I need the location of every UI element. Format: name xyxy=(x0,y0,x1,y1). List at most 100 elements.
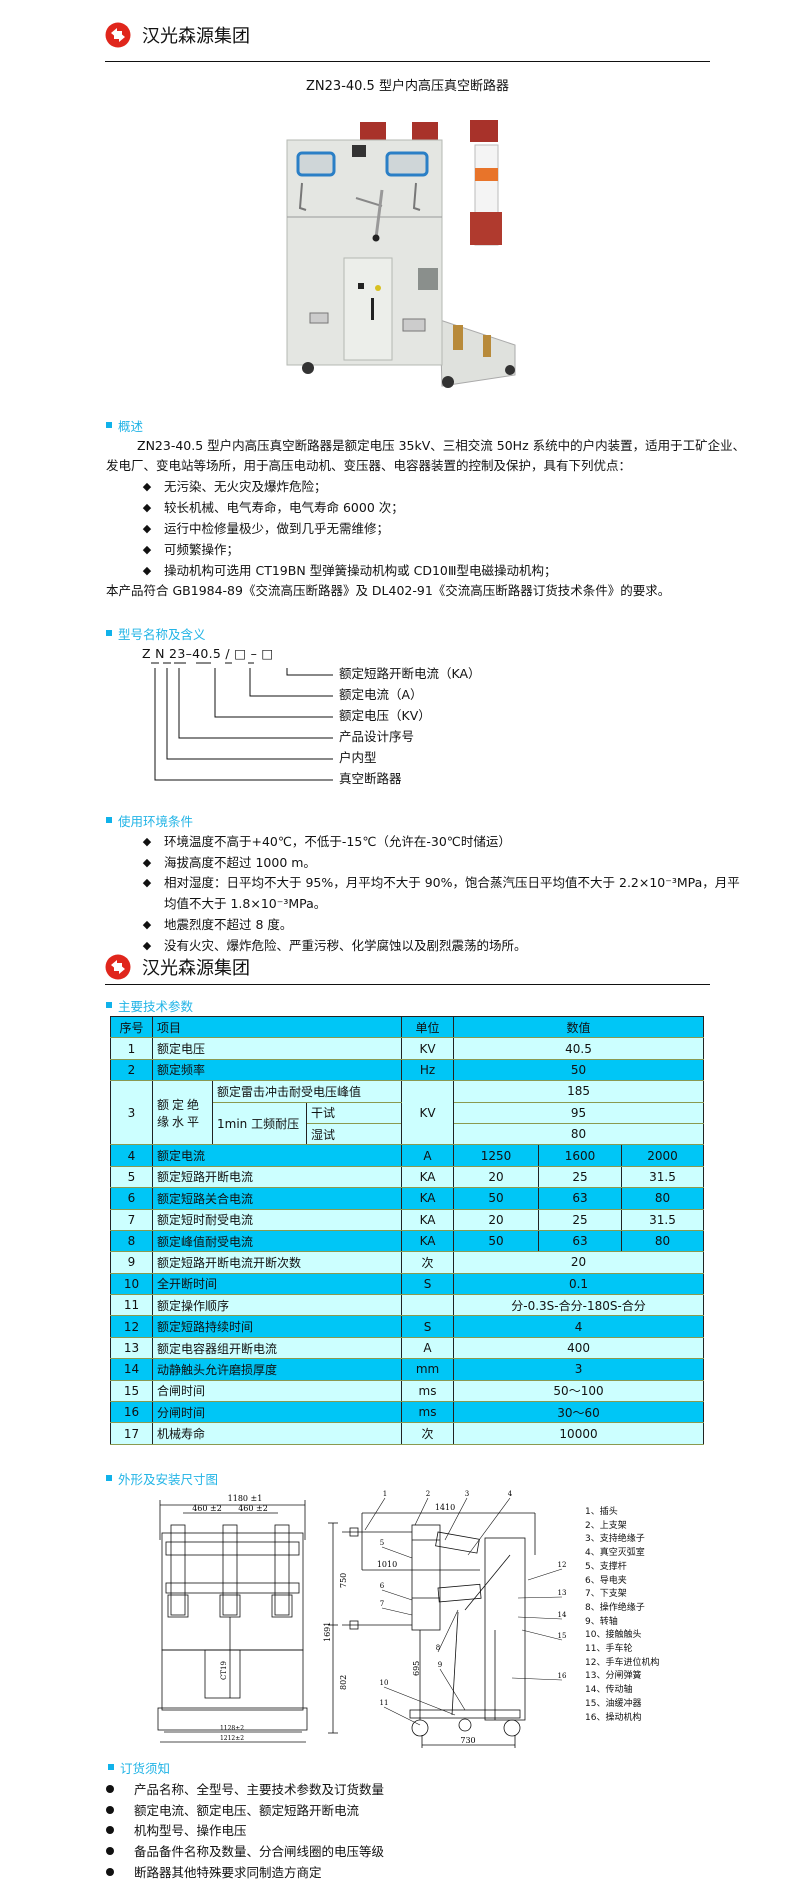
callout-number: 6 xyxy=(380,1582,385,1590)
dim-wheel-inner: 1128±2 xyxy=(220,1725,244,1732)
dim-depth-mid: 1010 xyxy=(377,1560,397,1569)
callout-number: 2 xyxy=(426,1490,430,1498)
overview-bullet: 可频繁操作； xyxy=(164,542,240,557)
row-value: 31.5 xyxy=(621,1165,705,1189)
drawing-heading-text: 外形及安装尺寸图 xyxy=(118,1471,219,1487)
diamond-bullet-icon: ◆ xyxy=(142,522,152,535)
legend-item: 4、真空灭弧室 xyxy=(585,1548,645,1559)
row-unit: KA xyxy=(401,1229,455,1253)
row-value: 30～60 xyxy=(453,1401,705,1424)
row-no: 8 xyxy=(110,1229,153,1253)
table-row: 湿试 80 xyxy=(111,1122,705,1146)
row-item: 额定短路开断电流 xyxy=(151,1165,403,1189)
callout-leader xyxy=(381,1607,413,1616)
callout-number: 8 xyxy=(436,1644,440,1652)
row-value: 分-0.3S-合分-180S-合分 xyxy=(453,1294,705,1317)
row-unit: A xyxy=(401,1144,455,1167)
legend-item: 2、上支架 xyxy=(585,1520,627,1531)
row-unit: ms xyxy=(401,1401,455,1424)
section-heading-environment: 使用环境条件 xyxy=(106,812,193,829)
legend-item: 3、支持绝缘子 xyxy=(585,1534,645,1545)
row-item: 额定短路关合电流 xyxy=(151,1187,403,1210)
row-no: 6 xyxy=(110,1187,153,1210)
brand-name: 汉光森源集团 xyxy=(142,26,250,47)
callout-leader xyxy=(381,1546,413,1559)
row-value: 50 xyxy=(453,1229,540,1253)
legend-item: 13、分闸弹簧 xyxy=(585,1671,642,1682)
overview-bullet: 无污染、无火灾及爆炸危险； xyxy=(164,479,327,494)
row-value: 50 xyxy=(453,1187,540,1210)
header-no: 序号 xyxy=(110,1015,153,1039)
row-unit: KA xyxy=(401,1165,455,1189)
table-row: 1 额定电压 KV 40.5 xyxy=(110,1037,705,1060)
row-no: 7 xyxy=(110,1208,153,1231)
row-value: 80 xyxy=(621,1187,705,1210)
environment-bullet: 环境温度不高于+40℃，不低于-15℃（允许在-30℃时储运） xyxy=(164,834,511,849)
table-row: 10 全开断时间 S 0.1 xyxy=(110,1272,705,1296)
row-unit: A xyxy=(401,1336,455,1360)
row-unit: S xyxy=(401,1272,455,1296)
row-item: 额定频率 xyxy=(151,1058,403,1082)
section-heading-drawing: 外形及安装尺寸图 xyxy=(106,1470,219,1487)
row-unit: ms xyxy=(401,1379,455,1403)
legend-item: 10、接触触头 xyxy=(585,1630,642,1641)
side-view-drawing: 1410 1010 695 730 1 2 3 4567891011121314151… xyxy=(342,1490,567,1748)
overview-heading-text: 概述 xyxy=(118,418,144,434)
row-item: 额定电容器组开断电流 xyxy=(151,1336,403,1360)
overview-bullet: 运行中检修量极少，做到几乎无需维修； xyxy=(164,521,390,536)
callout-number: 3 xyxy=(465,1490,469,1498)
model-meaning-label: 真空断路器 xyxy=(339,771,402,786)
environment-bullet3-continued: 均值不大于 1.8×10⁻³MPa。 xyxy=(164,896,327,911)
dim-height: 695 xyxy=(412,1661,421,1676)
round-bullet-icon xyxy=(106,1867,114,1876)
dim-pitch1: 460 ±2 xyxy=(192,1504,222,1513)
table-row: 7 额定短时耐受电流 KA 20 25 31.5 xyxy=(110,1208,705,1231)
ordering-bullet: 断路器其他特殊要求同制造方商定 xyxy=(134,1864,322,1880)
row-no: 14 xyxy=(110,1358,153,1381)
callout-leader xyxy=(444,1497,468,1541)
callout-leader xyxy=(517,1616,563,1620)
row-value: 63 xyxy=(538,1187,623,1210)
square-bullet-icon xyxy=(106,1475,112,1481)
row-subitem: 湿试 xyxy=(305,1122,403,1146)
callout-leader xyxy=(521,1629,563,1641)
callout-number: 10 xyxy=(380,1679,389,1687)
row-item: 额定操作顺序 xyxy=(151,1294,403,1317)
environment-bullet: 地震烈度不超过 8 度。 xyxy=(164,917,293,932)
table-row: 15 合闸时间 ms 50～100 xyxy=(110,1379,705,1403)
row-value: 50～100 xyxy=(453,1379,705,1403)
table-row: 6 额定短路关合电流 KA 50 63 80 xyxy=(110,1187,705,1210)
callout-leader xyxy=(381,1589,413,1601)
ct-label: CT19 xyxy=(220,1661,228,1680)
row-value: 31.5 xyxy=(621,1208,705,1231)
callout-number: 5 xyxy=(380,1539,384,1547)
brand-header: 汉光森源集团 xyxy=(105,22,250,48)
legend-item: 8、操作绝缘子 xyxy=(585,1602,645,1613)
model-code: Z N 23–40.5 / □ – □ xyxy=(142,646,274,661)
ordering-bullet: 备品备件名称及数量、分合闸线圈的电压等级 xyxy=(134,1844,385,1860)
row-item: 分闸时间 xyxy=(151,1401,403,1424)
ordering-heading-text: 订货须知 xyxy=(120,1760,171,1776)
callout-leader xyxy=(414,1497,429,1526)
legend-item: 1、插头 xyxy=(585,1507,618,1517)
table-row: 14 动静触头允许磨损厚度 mm 3 xyxy=(110,1358,705,1381)
callout-leader xyxy=(383,1686,456,1716)
dim-wheel-outer: 1212±2 xyxy=(220,1735,244,1742)
table-row: 16 分闸时间 ms 30～60 xyxy=(110,1401,705,1424)
brand-name: 汉光森源集团 xyxy=(142,958,250,979)
callout-number: 12 xyxy=(558,1561,567,1569)
spec-table: 序号 项目 单位 数值 1 额定电压 KV 40.5 2 额定频率 Hz 50 3 额定绝缘水平 额定雷击冲… xyxy=(110,1015,705,1445)
row-value: 50 xyxy=(453,1058,705,1082)
callout-number: 15 xyxy=(558,1632,567,1640)
model-meaning-label: 额定短路开断电流（KA） xyxy=(339,666,481,681)
table-row: 3 额定绝缘水平 额定雷击冲击耐受电压峰值 KV 185 xyxy=(110,1080,705,1146)
row-unit: 次 xyxy=(401,1422,455,1445)
row-item: 机械寿命 xyxy=(151,1422,403,1445)
row-unit: KV xyxy=(401,1080,455,1146)
callout-leader xyxy=(511,1677,563,1681)
legend-item: 14、传动轴 xyxy=(585,1685,633,1696)
diamond-bullet-icon: ◆ xyxy=(142,918,152,931)
callout-number: 9 xyxy=(438,1661,442,1669)
row-item: 额定电压 xyxy=(151,1037,403,1060)
environment-bullet: 没有火灾、爆炸危险、严重污秽、化学腐蚀以及剧烈震荡的场所。 xyxy=(164,938,527,953)
